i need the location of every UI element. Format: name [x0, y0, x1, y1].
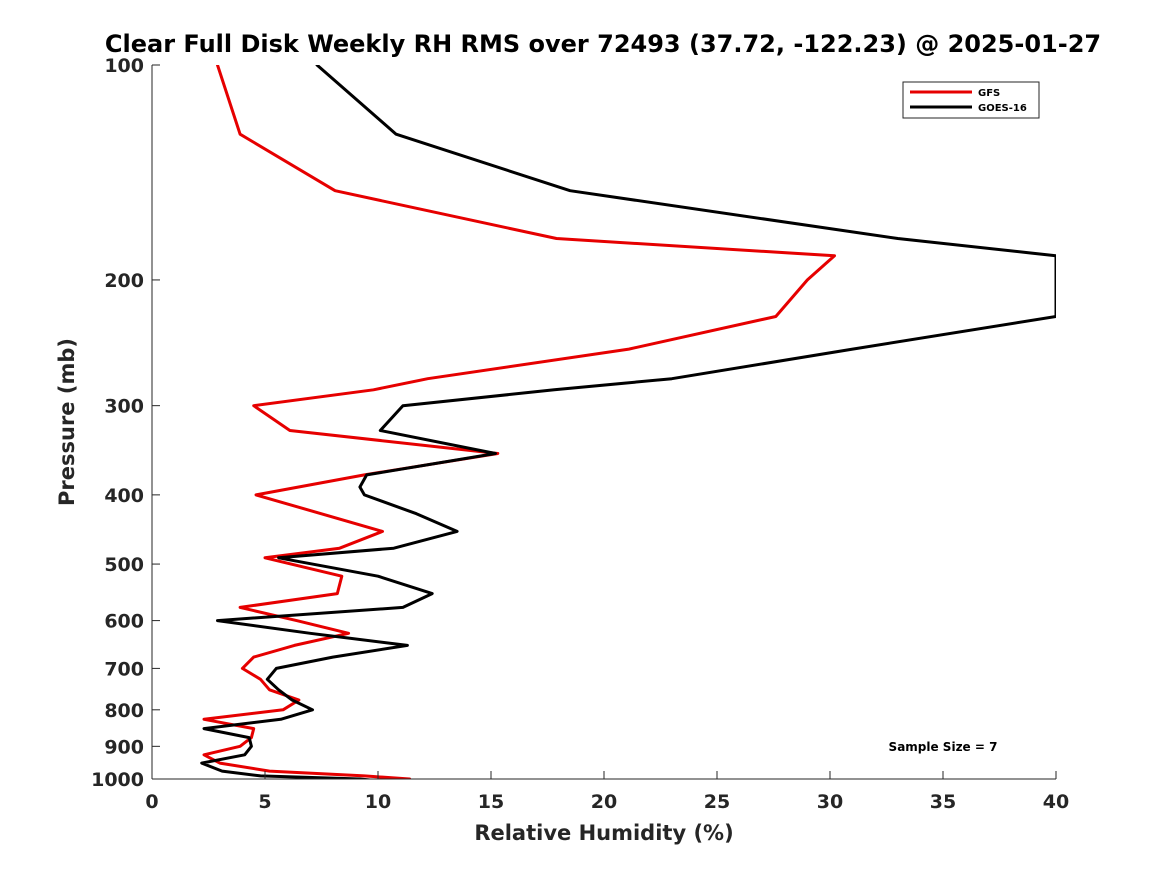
- x-tick-label: 30: [817, 791, 843, 813]
- y-tick-label: 400: [104, 485, 144, 507]
- legend[interactable]: GFS GOES-16: [902, 81, 1040, 119]
- y-tick-label: 800: [104, 700, 144, 722]
- legend-entry-label: GOES-16: [978, 103, 1027, 114]
- legend-entry-label: GFS: [978, 88, 1000, 99]
- plot-area: 0 5 10 15 20 25 30 35 40 100 200 300 400 500 600 700 80…: [91, 55, 1069, 813]
- y-tick-label: 1000: [91, 769, 144, 791]
- y-tick-label: 200: [104, 270, 144, 292]
- y-tick-label: 100: [104, 55, 144, 77]
- x-axis-label: Relative Humidity (%): [474, 821, 733, 845]
- y-ticks: 100 200 300 400 500 600 700 800 900 1000: [91, 55, 160, 791]
- series-line-goes-16: [200, 65, 1056, 779]
- series-line-gfs: [202, 65, 836, 779]
- plot-frame: [152, 65, 1056, 779]
- x-tick-label: 5: [258, 791, 271, 813]
- legend-box: [902, 81, 1040, 119]
- chart-title: Clear Full Disk Weekly RH RMS over 72493…: [105, 30, 1101, 58]
- x-tick-label: 15: [478, 791, 504, 813]
- x-tick-label: 25: [704, 791, 730, 813]
- x-tick-label: 0: [145, 791, 158, 813]
- y-tick-label: 500: [104, 554, 144, 576]
- x-tick-label: 40: [1043, 791, 1069, 813]
- y-tick-label: 300: [104, 396, 144, 418]
- y-tick-label: 700: [104, 658, 144, 680]
- legend-items: GFS GOES-16: [910, 88, 1027, 114]
- y-tick-label: 900: [104, 736, 144, 758]
- y-axis-label: Pressure (mb): [55, 338, 79, 506]
- sample-size-annotation: Sample Size = 7: [889, 740, 998, 754]
- x-tick-label: 20: [591, 791, 617, 813]
- x-ticks: 0 5 10 15 20 25 30 35 40: [145, 771, 1069, 813]
- y-tick-label: 600: [104, 611, 144, 633]
- x-tick-label: 10: [365, 791, 391, 813]
- series-layer: [200, 65, 1056, 779]
- x-tick-label: 35: [930, 791, 956, 813]
